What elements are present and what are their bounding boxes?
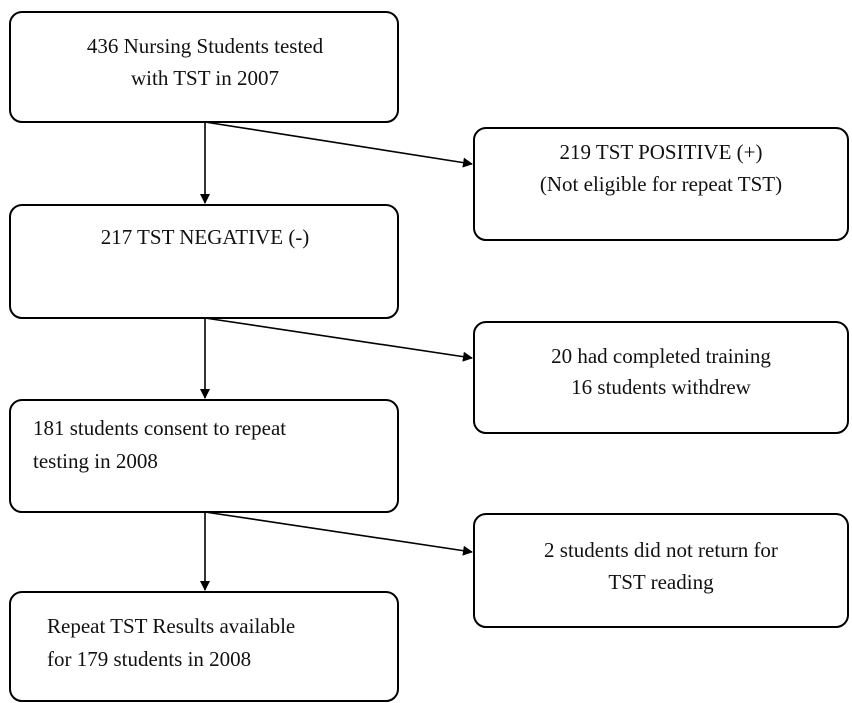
node-text: 16 students withdrew [571,375,751,399]
node-text: 217 TST NEGATIVE (-) [101,225,310,249]
box [9,399,399,513]
node-text: 20 had completed training [551,344,771,368]
box [9,591,399,702]
node-text: (Not eligible for repeat TST) [540,172,782,196]
node-text: 181 students consent to repeat [33,416,286,440]
node-text: TST reading [608,570,714,594]
node-text: with TST in 2007 [131,66,279,90]
box [9,204,399,319]
box [473,513,849,628]
node-text: testing in 2008 [33,449,158,473]
box [473,127,849,241]
node-text: 2 students did not return for [544,538,778,562]
node-text: Repeat TST Results available [47,614,295,638]
arrow [204,317,473,362]
box [9,11,399,123]
node-text: 219 TST POSITIVE (+) [560,140,763,164]
node-text: 436 Nursing Students tested [87,34,324,58]
box [473,321,849,434]
arrow [204,121,473,168]
node-text: for 179 students in 2008 [47,647,251,671]
arrow [204,511,473,556]
